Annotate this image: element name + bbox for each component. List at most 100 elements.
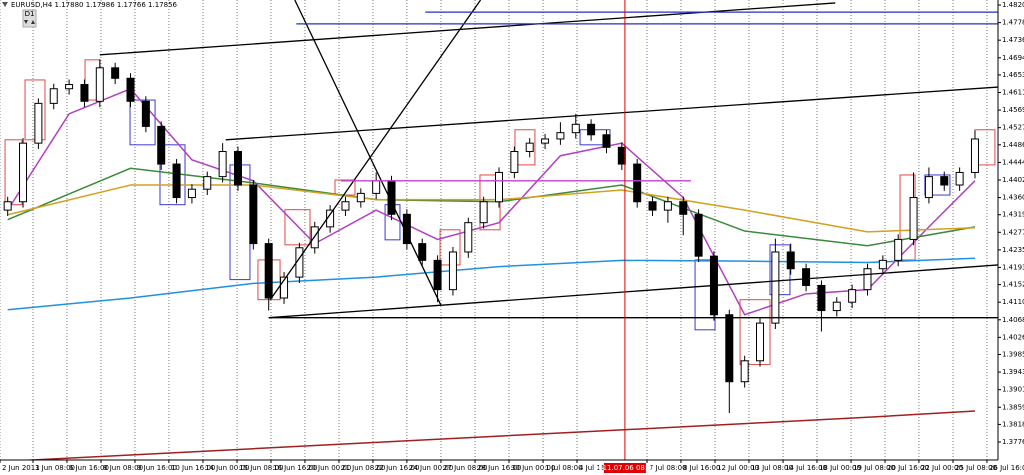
candle-body (3, 201, 12, 211)
y-tick-label: 1.48200 (1002, 1, 1024, 9)
y-tick-label: 1.39850 (1002, 351, 1024, 359)
candle-body (249, 184, 258, 245)
x-tick-label: 16 Jun 16:00 (273, 464, 317, 472)
candle-body (571, 123, 580, 134)
x-tick-label: 26 Jul 16:00 (989, 464, 1024, 472)
y-tick-label: 1.41520 (1002, 281, 1024, 289)
y-tick-label: 1.38180 (1002, 420, 1024, 428)
x-tick-label: 27 Jun 08:00 (443, 464, 487, 472)
candle-body (924, 176, 933, 199)
y-tick-label: 1.44860 (1002, 141, 1024, 149)
x-tick-label: 28 Jun 16:00 (477, 464, 521, 472)
y-tick-label: 1.37760 (1002, 438, 1024, 446)
candle-body (418, 243, 427, 261)
trendline (294, 0, 442, 305)
x-tick-label: 20 Jul 16:00 (887, 464, 929, 472)
candle-body (479, 201, 488, 224)
candle-body (863, 268, 872, 291)
period-box (284, 209, 311, 246)
candle-body (464, 222, 473, 253)
timeframe-label: D1 (25, 10, 35, 18)
x-tick-label: 14 Jul 16:00 (785, 464, 827, 472)
indicator-line (7, 257, 975, 311)
candle-body (556, 132, 565, 140)
y-tick-label: 1.40260 (1002, 333, 1024, 341)
x-tick-label: 25 Jul 08:00 (955, 464, 997, 472)
candle-body (203, 176, 212, 190)
candle-body (955, 171, 964, 186)
candle-body (679, 201, 688, 215)
y-tick-label: 1.45690 (1002, 106, 1024, 114)
candle-body (187, 188, 196, 199)
period-box (514, 129, 536, 166)
x-tick-label: 21 Jun 08:00 (341, 464, 385, 472)
candle-body (940, 176, 949, 186)
candle-body (233, 151, 242, 186)
y-tick-label: 1.43190 (1002, 211, 1024, 219)
candle-body (541, 138, 550, 144)
y-tick-label: 1.46940 (1002, 54, 1024, 62)
x-tick-label: 9 Jun 16:00 (137, 464, 177, 472)
candle-body (878, 259, 887, 270)
candle-body (34, 102, 43, 144)
candle-body (694, 213, 703, 257)
x-tick-label: 30 Jun 00:00 (511, 464, 555, 472)
candle-body (341, 201, 350, 211)
x-tick-label: 6 Jun 16:00 (69, 464, 109, 472)
candle-body (111, 67, 120, 79)
candle-body (172, 163, 181, 199)
candle-body (80, 84, 89, 102)
candle-body (970, 138, 979, 173)
x-tick-label: 3 Jun 08:00 (35, 464, 75, 472)
candle-body (756, 322, 765, 362)
candle-body (617, 146, 626, 165)
candle-body (740, 360, 749, 383)
x-tick-label: 4 Jul 16:00 (579, 464, 617, 472)
candle-body (95, 67, 104, 102)
candle-body (525, 142, 534, 153)
x-tick-label: 19 Jul 08:00 (853, 464, 895, 472)
x-tick-label: 13 Jul 08:00 (751, 464, 793, 472)
candle-body (433, 259, 442, 291)
trendline (225, 86, 998, 141)
badge-arrows[interactable] (24, 20, 35, 24)
candle-body (157, 125, 166, 165)
candle-body (602, 134, 611, 148)
candle-body (264, 243, 273, 299)
candle-body (648, 201, 657, 211)
x-tick-label: 7 Jul 08:00 (649, 464, 687, 472)
candle-body (848, 289, 857, 303)
candle-body (126, 77, 135, 102)
candle-body (771, 251, 780, 324)
y-tick-label: 1.44020 (1002, 176, 1024, 184)
candle-body (448, 251, 457, 291)
candle-body (909, 197, 918, 240)
y-tick-label: 1.47780 (1002, 19, 1024, 27)
y-tick-label: 1.39010 (1002, 386, 1024, 394)
y-tick-label: 1.42770 (1002, 228, 1024, 236)
trendline (269, 0, 482, 301)
candle-body (663, 201, 672, 211)
y-tick-label: 1.41100 (1002, 298, 1024, 306)
x-tick-label: 18 Jul 00:00 (819, 464, 861, 472)
candle-body (372, 180, 381, 194)
chart-title: EURUSD,H4 1.17880 1.17986 1.17766 1.1785… (11, 1, 178, 9)
y-tick-label: 1.47360 (1002, 36, 1024, 44)
plot-area (0, 0, 998, 460)
candle-body (402, 213, 411, 245)
candle-body (817, 284, 826, 312)
candle-body (725, 314, 734, 383)
symbol-icon (2, 2, 8, 7)
y-tick-label: 1.43600 (1002, 194, 1024, 202)
period-box (129, 99, 156, 146)
period-box (739, 299, 771, 366)
x-tick-label: 15 Jun 08:00 (239, 464, 283, 472)
candle-body (218, 151, 227, 178)
indicator-line (7, 87, 976, 316)
y-tick-label: 1.41930 (1002, 263, 1024, 271)
candle-body (280, 276, 289, 299)
y-tick-label: 1.46530 (1002, 71, 1024, 79)
cursor-label: 2011.07.06 08:00 (594, 464, 656, 472)
